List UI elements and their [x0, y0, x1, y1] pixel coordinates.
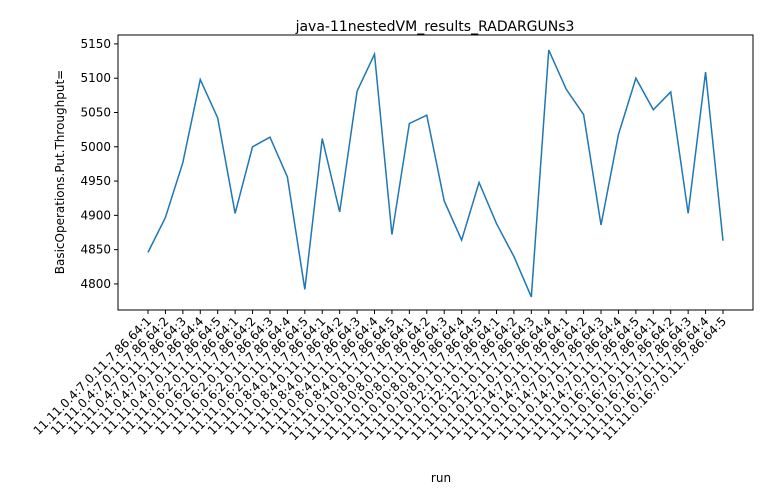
data-line: [147, 49, 724, 298]
y-tick-label: 4900: [80, 208, 111, 222]
y-axis-label: BasicOperations.Put.Throughput=: [53, 70, 67, 274]
y-tick-label: 5000: [80, 140, 111, 154]
x-axis-label: run: [431, 471, 451, 485]
y-tick-label: 5050: [80, 105, 111, 119]
y-tick-label: 5150: [80, 37, 111, 51]
y-tick-label: 4800: [80, 277, 111, 291]
y-tick-label: 4950: [80, 174, 111, 188]
chart-title: java-11nestedVM_results_RADARGUNs3: [295, 19, 575, 35]
plot-frame: [117, 34, 754, 311]
y-tick-label: 4850: [80, 243, 111, 257]
y-tick-label: 5100: [80, 71, 111, 85]
